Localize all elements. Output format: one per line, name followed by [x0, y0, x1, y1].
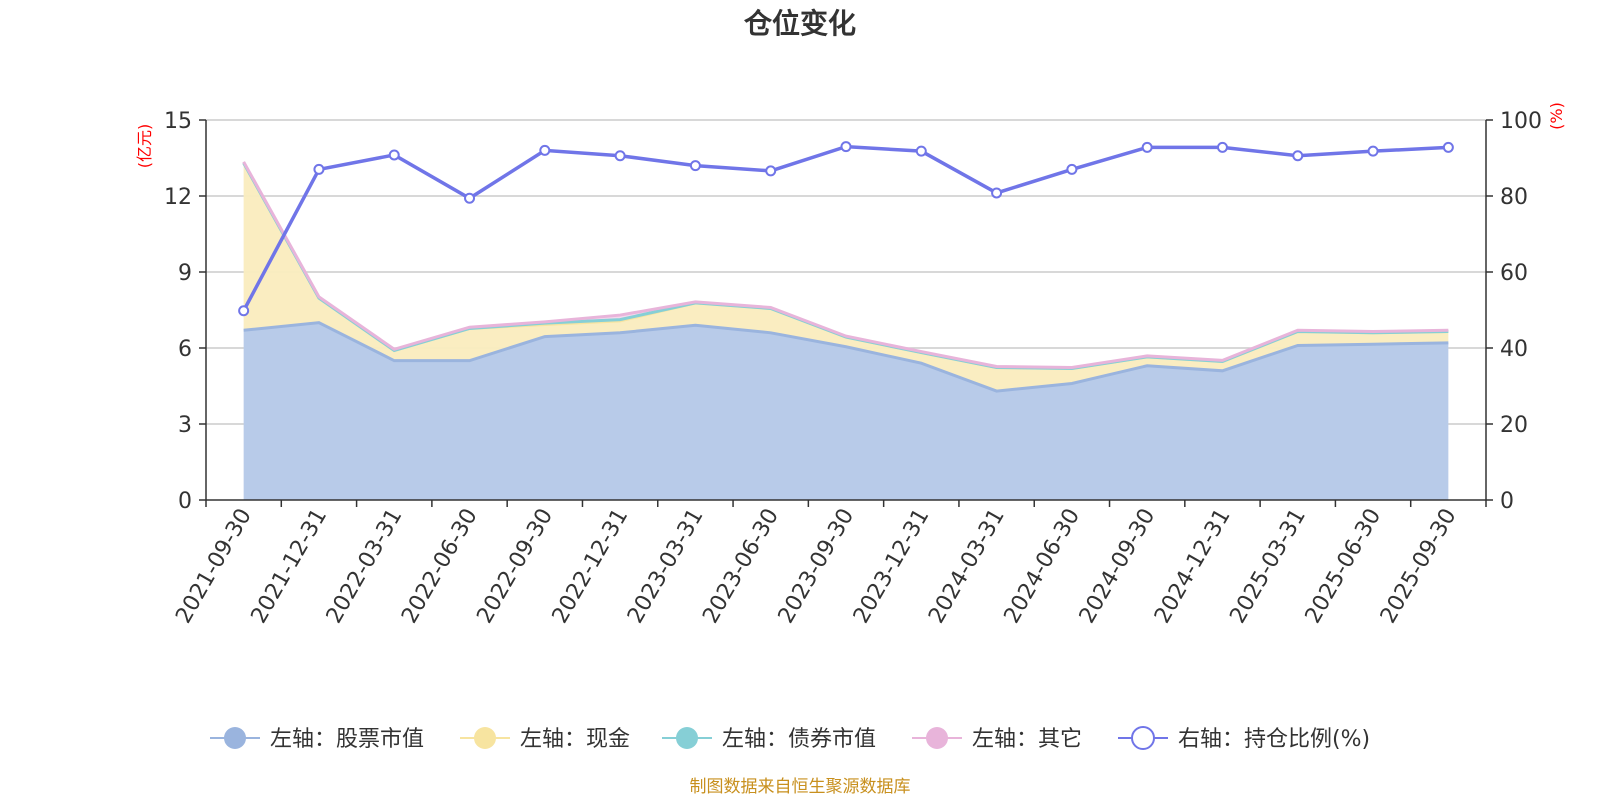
area-line-series-3: [242, 161, 1449, 370]
ratio-point: [1141, 141, 1153, 153]
x-axis-tick-label: 2024-12-31: [1150, 505, 1236, 628]
ratio-point: [238, 305, 250, 317]
left-axis-unit: (亿元): [135, 124, 154, 169]
x-axis-tick-label: 2023-09-30: [774, 505, 860, 628]
x-axis-tick-label: 2023-06-30: [698, 505, 784, 628]
right-axis-tick-label: 60: [1500, 261, 1528, 286]
ratio-point: [1066, 163, 1078, 175]
x-axis-tick-label: 2025-09-30: [1376, 505, 1462, 628]
x-axis-tick-label: 2022-09-30: [472, 505, 558, 628]
legend-label: 右轴：持仓比例(%): [1178, 727, 1370, 752]
ratio-point: [464, 192, 476, 204]
chart-title: 仓位变化: [744, 7, 856, 40]
ratio-point: [388, 149, 400, 161]
ratio-point: [765, 165, 777, 177]
legend-marker: [1131, 726, 1155, 750]
ratio-point: [915, 145, 927, 157]
area-line-series-2: [242, 162, 1449, 371]
right-axis-tick-label: 100: [1500, 109, 1542, 134]
ratio-point: [1292, 150, 1304, 162]
legend-label: 左轴：股票市值: [270, 727, 424, 752]
x-axis-tick-label: 2021-12-31: [247, 505, 333, 628]
left-axis-tick-label: 9: [178, 261, 192, 286]
legend-label: 左轴：债券市值: [722, 727, 876, 752]
position-ratio-series: [238, 141, 1454, 317]
ratio-point: [991, 187, 1003, 199]
ratio-point: [539, 144, 551, 156]
right-axis-tick-label: 80: [1500, 185, 1528, 210]
right-axis-tick-label: 40: [1500, 337, 1528, 362]
left-axis-tick-label: 3: [178, 413, 192, 438]
right-axis-tick-label: 20: [1500, 413, 1528, 438]
left-axis-tick-label: 12: [164, 185, 192, 210]
ratio-line: [242, 144, 1449, 312]
x-axis-tick-label: 2022-12-31: [548, 505, 634, 628]
legend: 左轴：股票市值 左轴：现金 左轴：债券市值 左轴：其它 右轴：持仓比例(%): [210, 726, 1370, 752]
legend-marker: [224, 727, 246, 749]
left-axis-tick-label: 0: [178, 489, 192, 514]
area-series-1: [243, 163, 1449, 392]
area-line-series-0: [243, 321, 1449, 393]
x-axis-tick-label: 2023-03-31: [623, 505, 709, 628]
ratio-point: [614, 150, 626, 162]
left-axis-tick-label: 15: [164, 109, 192, 134]
legend-label: 左轴：其它: [972, 727, 1082, 752]
ratio-point: [1367, 145, 1379, 157]
right-axis-unit: (%): [1547, 102, 1566, 130]
x-axis-tick-label: 2025-06-30: [1301, 505, 1387, 628]
source-note: 制图数据来自恒生聚源数据库: [690, 777, 911, 797]
ratio-point: [1216, 141, 1228, 153]
x-axis-tick-label: 2024-06-30: [999, 505, 1085, 628]
legend-marker: [474, 727, 496, 749]
ratio-point: [840, 141, 852, 153]
ratio-point: [689, 160, 701, 172]
stacked-areas: [242, 161, 1449, 500]
x-axis-tick-label: 2021-09-30: [171, 505, 257, 628]
x-axis-tick-label: 2024-09-30: [1075, 505, 1161, 628]
legend-marker: [676, 727, 698, 749]
legend-label: 左轴：现金: [520, 727, 630, 752]
x-axis-tick-label: 2022-06-30: [397, 505, 483, 628]
right-axis-tick-label: 0: [1500, 489, 1514, 514]
x-axis-tick-label: 2022-03-31: [322, 505, 408, 628]
x-axis-tick-label: 2025-03-31: [1225, 505, 1311, 628]
ratio-point: [313, 163, 325, 175]
x-axis-tick-label: 2024-03-31: [924, 505, 1010, 628]
left-axis-tick-label: 6: [178, 337, 192, 362]
x-axis-tick-label: 2023-12-31: [849, 505, 935, 628]
ratio-point: [1442, 141, 1454, 153]
legend-marker: [926, 727, 948, 749]
